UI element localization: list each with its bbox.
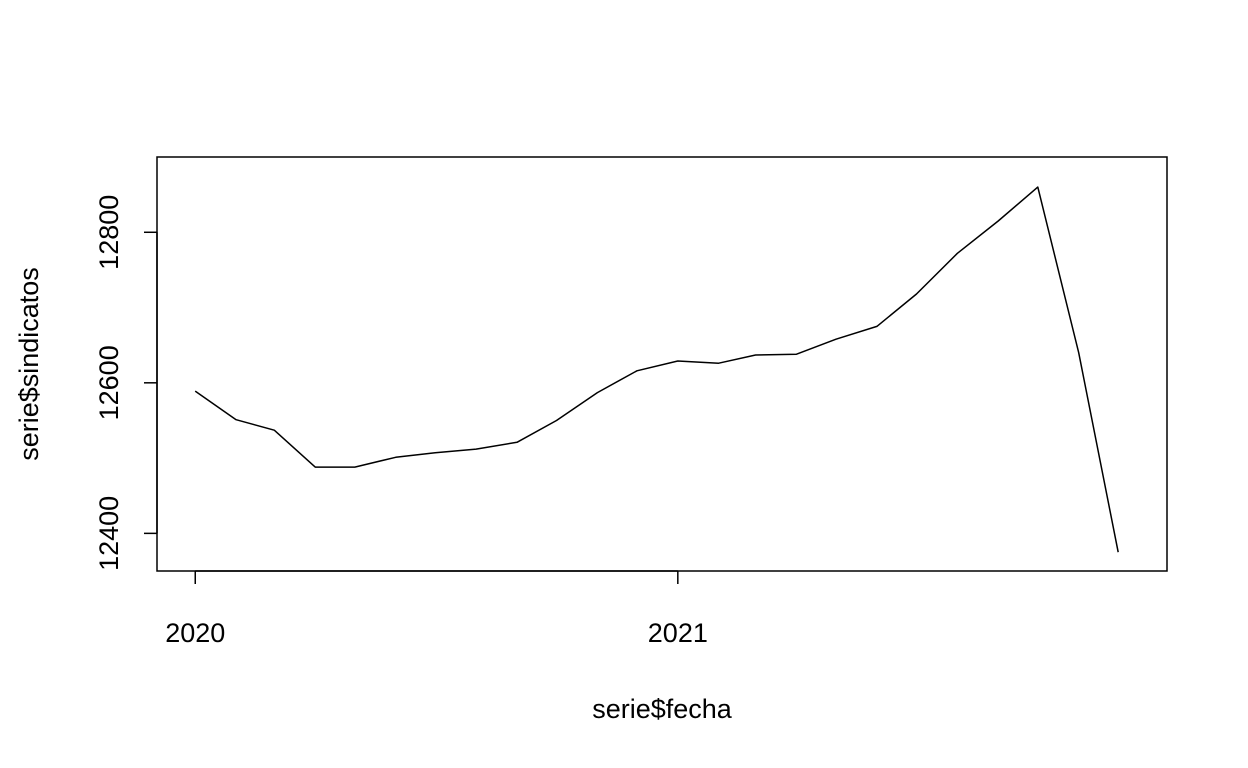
x-axis-label: serie$fecha xyxy=(592,694,733,724)
data-points xyxy=(195,187,1118,552)
plot-frame xyxy=(156,156,1168,572)
x-tick-label: 2021 xyxy=(648,618,708,648)
series-line xyxy=(194,186,1119,553)
y-tick-label: 12800 xyxy=(94,195,124,270)
y-axis-label: serie$sindicatos xyxy=(14,267,44,461)
y-tick-label: 12400 xyxy=(94,496,124,571)
x-axis: 2020 2021 xyxy=(165,570,708,648)
y-axis: 12400 12600 12800 xyxy=(94,195,158,571)
x-tick-label: 2020 xyxy=(165,618,225,648)
y-tick-label: 12600 xyxy=(94,345,124,420)
